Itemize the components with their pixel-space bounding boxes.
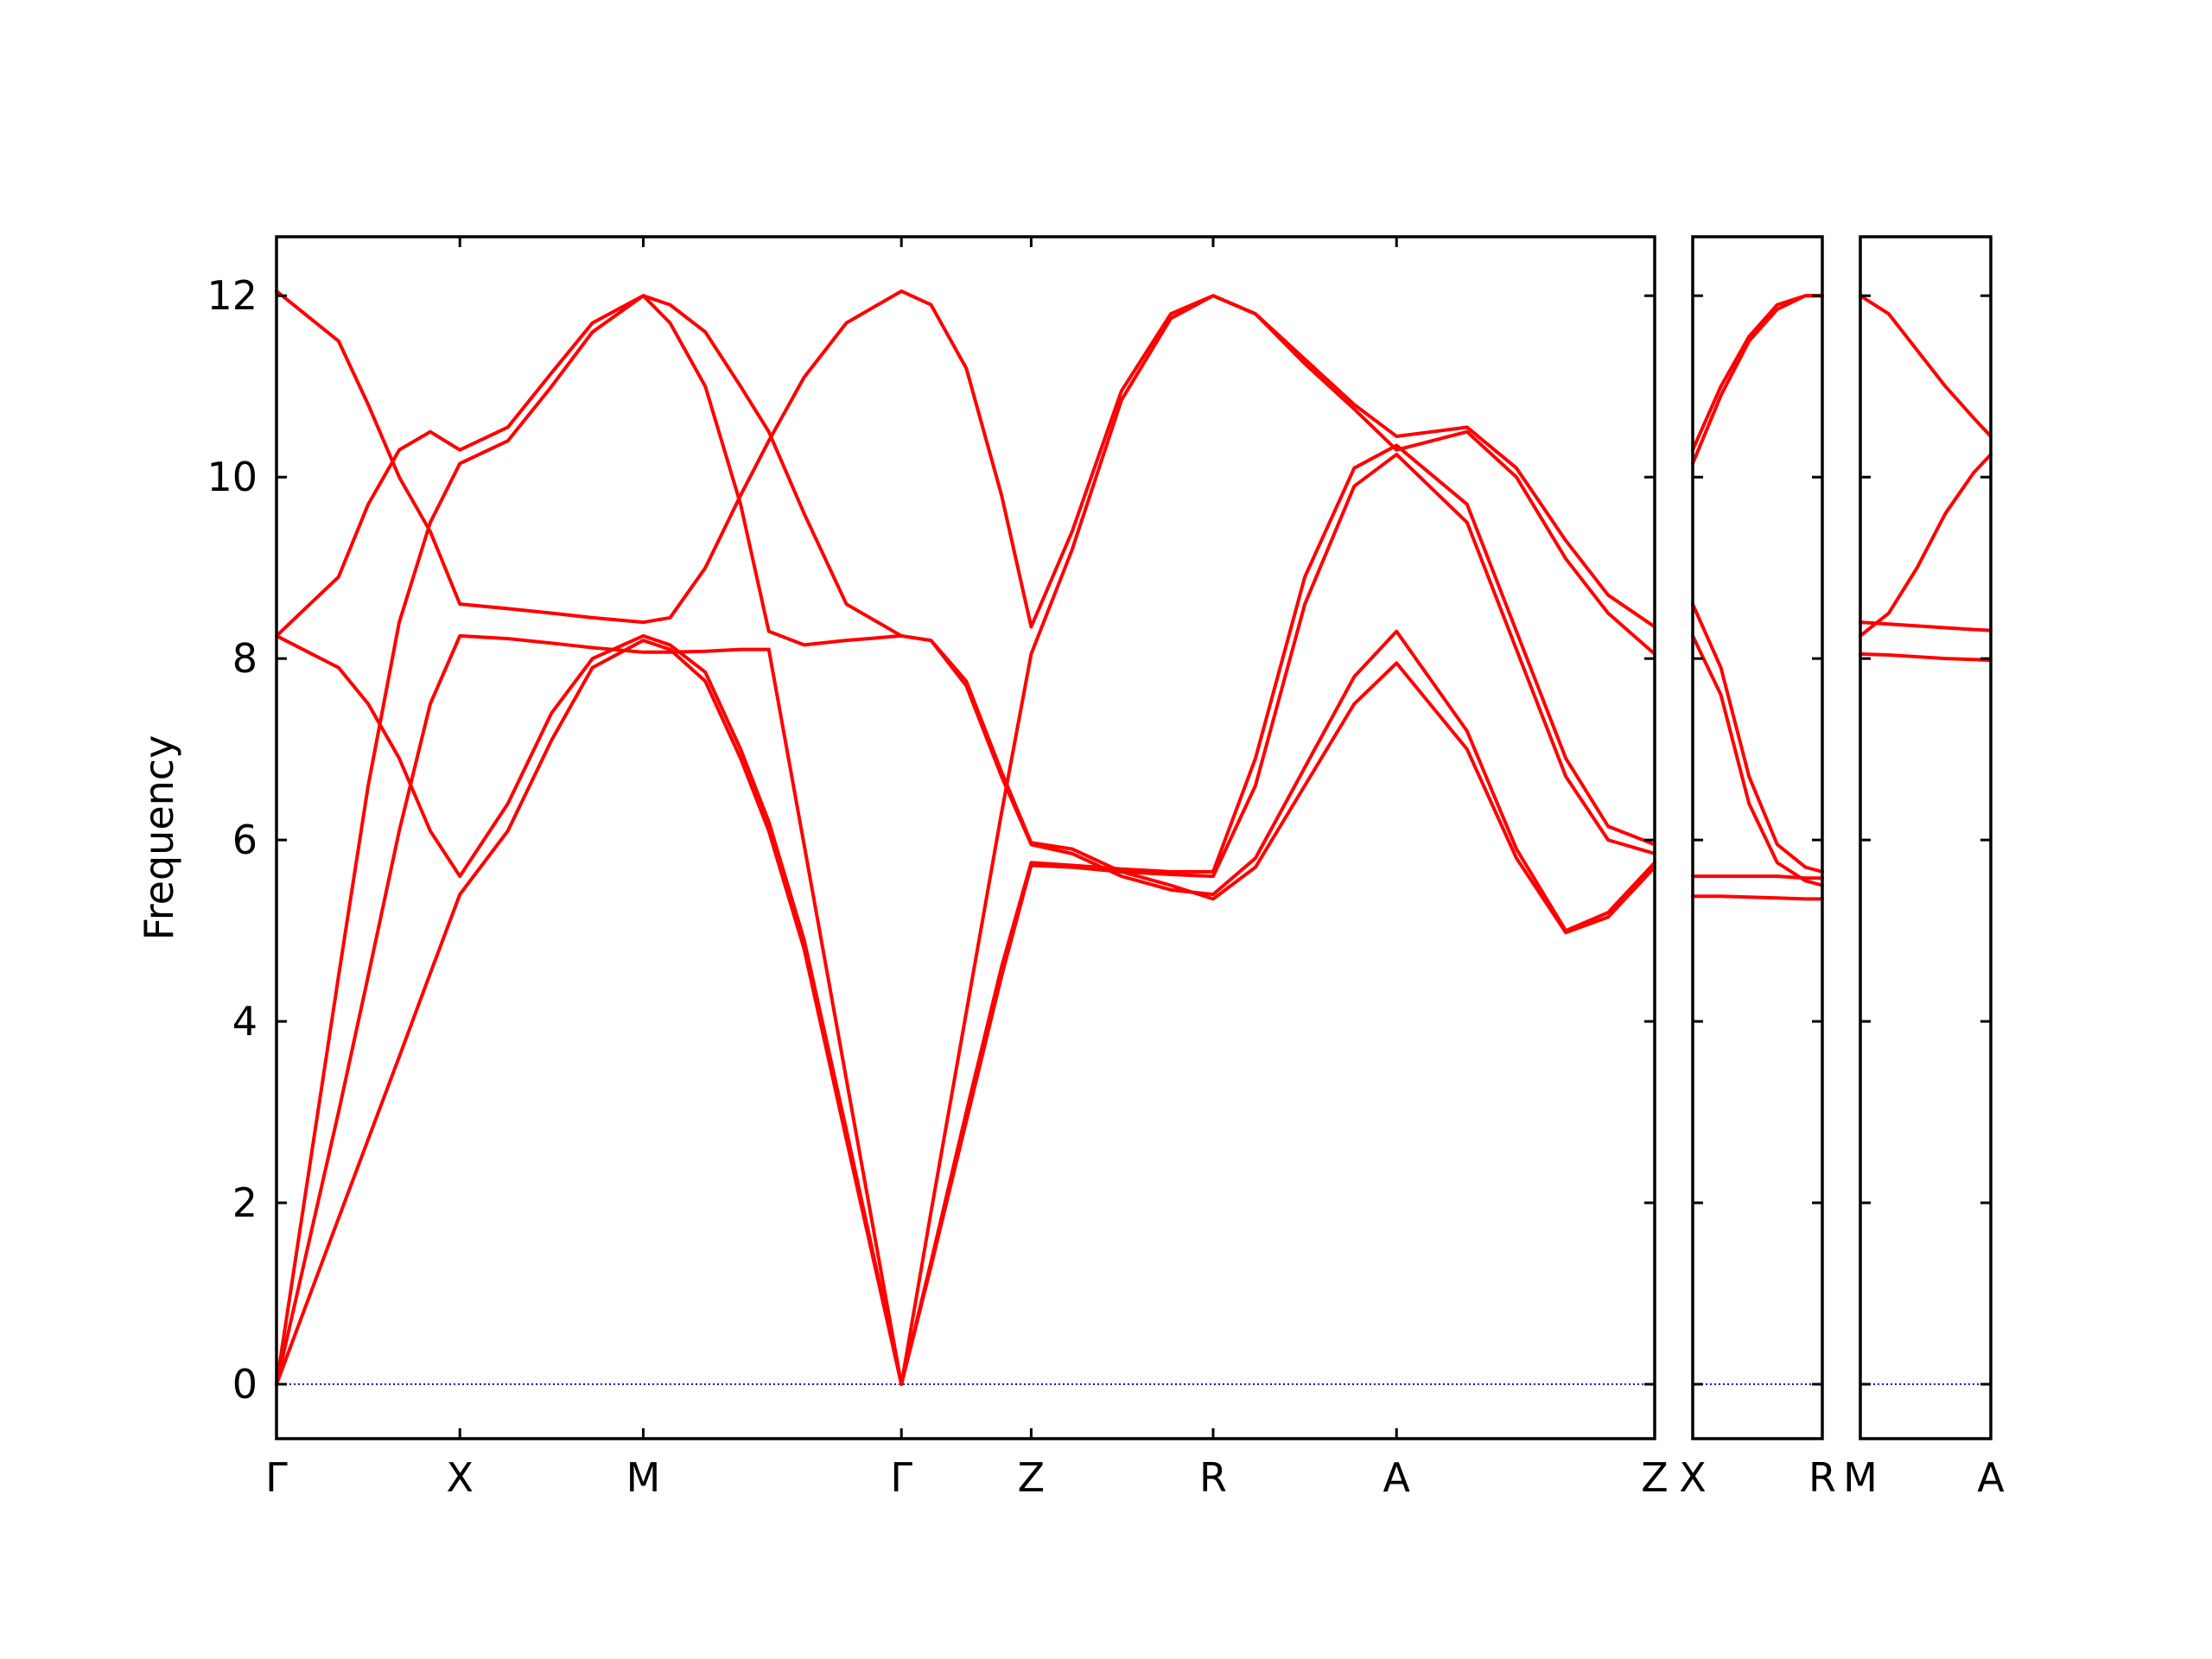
- x-tick-label: Γ: [890, 1454, 912, 1501]
- band-line: [1691, 633, 1824, 887]
- x-tick-label: A: [1383, 1454, 1411, 1501]
- band-line: [1691, 874, 1824, 880]
- band-line: [1691, 602, 1824, 874]
- band-line: [1859, 652, 1993, 663]
- band-line: [1859, 294, 1993, 438]
- x-tick-label: X: [1679, 1454, 1707, 1501]
- x-tick-label: R: [1199, 1454, 1227, 1501]
- band-line: [275, 443, 1656, 1387]
- x-tick-label: Z: [1641, 1454, 1669, 1501]
- band-line: [1859, 620, 1993, 632]
- x-tick-label: Γ: [265, 1454, 288, 1501]
- axes-frame: [1691, 235, 1824, 1440]
- band-line: [275, 294, 1656, 1387]
- x-tick-label: Z: [1018, 1454, 1046, 1501]
- y-tick-label: 12: [207, 272, 257, 319]
- axes-frame: [1859, 235, 1993, 1440]
- x-tick-label: M: [1843, 1454, 1878, 1501]
- band-line: [1691, 894, 1824, 901]
- x-tick-label: R: [1808, 1454, 1836, 1501]
- x-tick-label: X: [446, 1454, 474, 1501]
- y-tick-label: 4: [232, 998, 257, 1045]
- y-tick-label: 8: [232, 635, 257, 682]
- y-axis-label: Frequency: [136, 735, 182, 941]
- band-line: [275, 289, 1656, 656]
- y-tick-label: 6: [232, 817, 257, 863]
- axes-frame: [275, 235, 1656, 1440]
- y-tick-label: 2: [232, 1179, 257, 1226]
- band-line: [1859, 452, 1993, 638]
- band-line: [1691, 294, 1824, 452]
- y-tick-label: 0: [232, 1361, 257, 1408]
- x-tick-label: A: [1977, 1454, 2005, 1501]
- x-tick-label: M: [626, 1454, 661, 1501]
- y-tick-label: 10: [207, 454, 257, 500]
- band-line: [275, 294, 1656, 935]
